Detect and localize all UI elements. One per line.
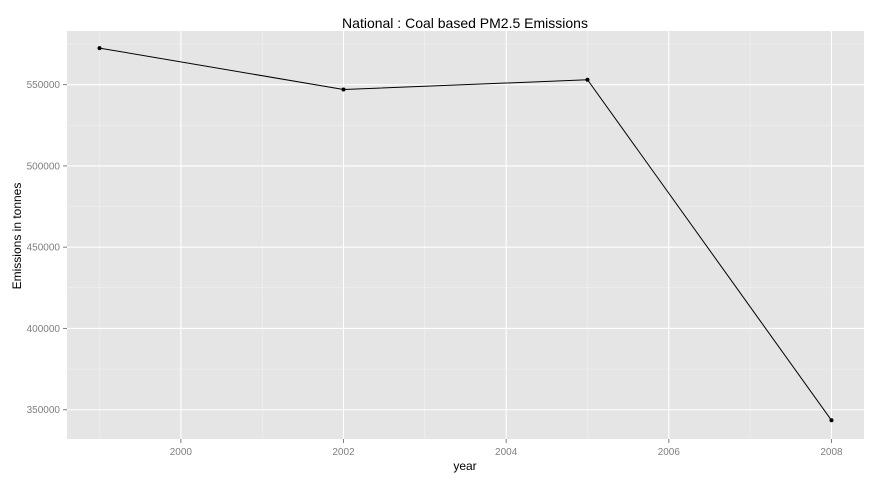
chart-title: National : Coal based PM2.5 Emissions: [342, 15, 588, 31]
y-tick-label: 450000: [27, 243, 61, 254]
data-point: [585, 77, 590, 82]
plot-panel: [67, 31, 864, 439]
series-line: [99, 47, 832, 421]
minor-gridlines: [67, 31, 864, 439]
y-axis-ticks: 350000 400000 450000 500000 550000: [27, 80, 67, 416]
x-tick-label: 2004: [495, 447, 518, 458]
series-layer: [97, 46, 834, 423]
data-point: [829, 418, 834, 423]
x-axis-title: year: [453, 459, 476, 473]
major-gridlines: [67, 31, 864, 439]
x-tick-label: 2006: [658, 447, 681, 458]
y-tick-label: 350000: [27, 405, 61, 416]
x-tick-label: 2002: [332, 447, 355, 458]
y-axis-title: Emissions in tonnes: [10, 183, 24, 290]
x-axis-ticks: 2000 2002 2004 2006 2008: [170, 439, 843, 458]
y-tick-label: 400000: [27, 324, 61, 335]
x-tick-label: 2000: [170, 447, 193, 458]
data-point: [97, 46, 102, 51]
y-tick-label: 500000: [27, 161, 61, 172]
x-tick-label: 2008: [820, 447, 843, 458]
data-point: [341, 87, 346, 92]
y-tick-label: 550000: [27, 80, 61, 91]
